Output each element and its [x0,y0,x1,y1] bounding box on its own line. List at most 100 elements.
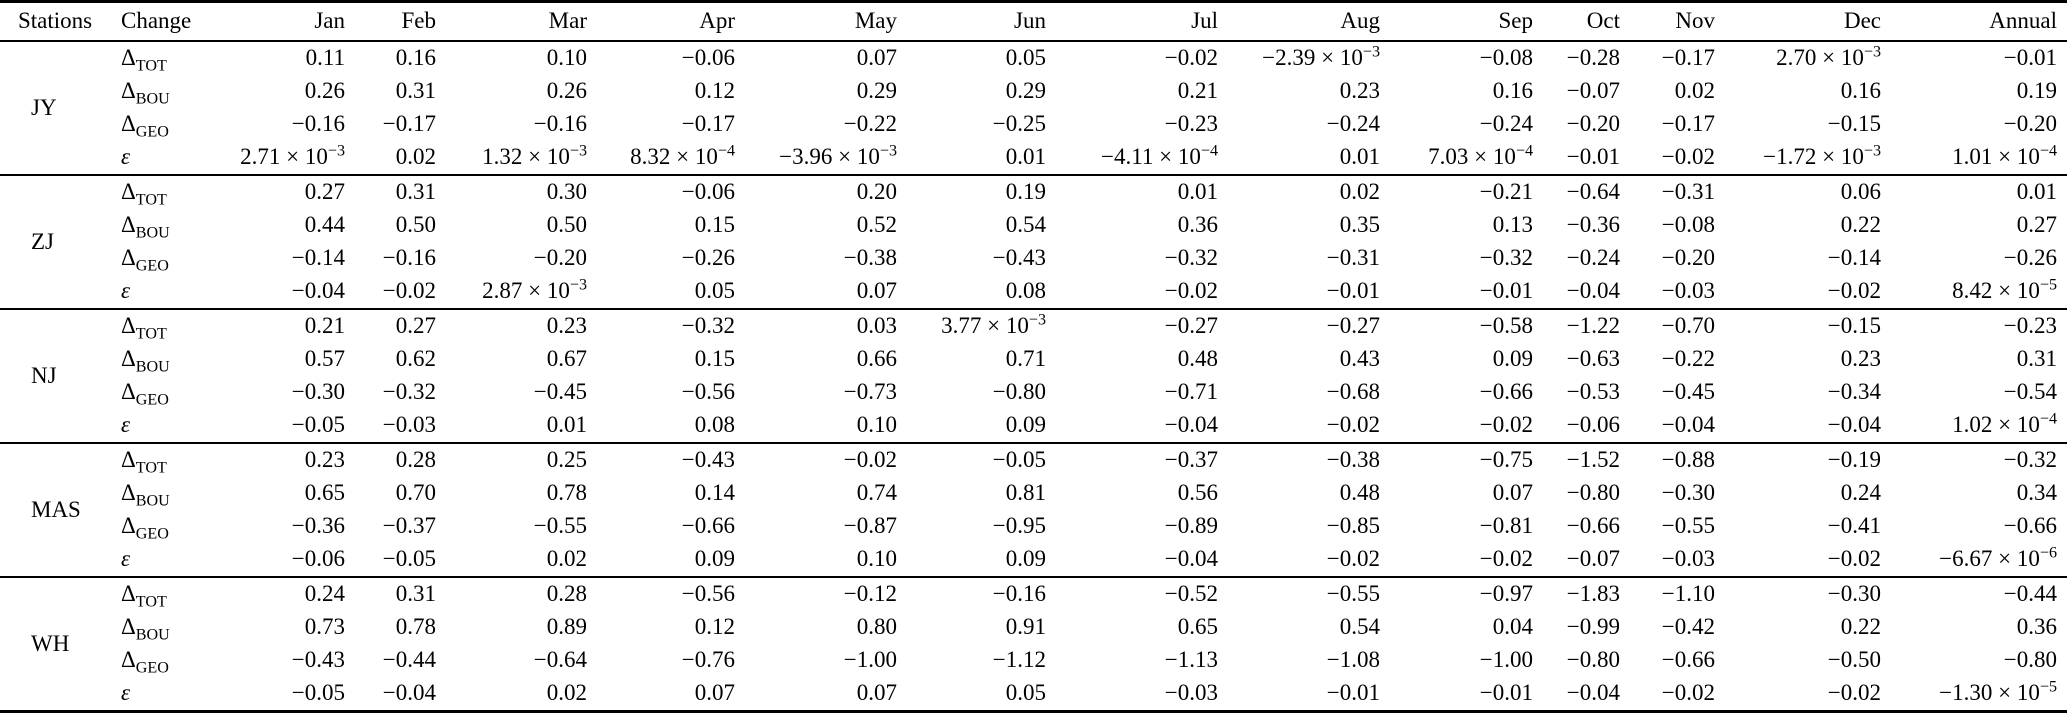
value-cell: 3.77 × 10−3 [941,311,1046,339]
value-cell: 0.02 [546,546,587,572]
value-cell: 0.36 [2016,614,2057,640]
value-cell: 0.54 [1339,614,1380,640]
value-cell: −0.05 [382,546,436,572]
value-cell: −0.63 [1566,346,1620,372]
value-cell: 0.57 [304,346,345,372]
table-row: ε −0.05 −0.04 0.02 0.07 0.07 0.05 −0.03 −0.01 −0.… [0,677,2067,712]
value-cell: −0.44 [382,647,436,673]
station-block-nj: NJ ΔTOT 0.21 0.27 0.23 −0.32 0.03 3.77 × 10−3 −0… [0,309,2067,443]
value-cell: −0.04 [1566,278,1620,304]
value-cell: 0.28 [546,581,587,607]
subscript: GEO [135,391,169,409]
value-cell: 0.05 [1005,45,1046,71]
value-cell: −0.42 [1661,614,1715,640]
value-cell: −0.01 [1479,278,1533,304]
value-cell: 0.09 [1005,412,1046,438]
exponent: −3 [1028,311,1046,329]
value-cell: −3.96 × 10−3 [779,142,897,170]
change-label-epsilon: ε [121,546,131,572]
value-cell: −0.24 [1326,111,1380,137]
value-cell: 0.11 [305,45,345,71]
change-label-delta-geo: ΔGEO [121,379,169,409]
value-cell: −1.30 × 10−5 [1939,678,2057,706]
value-cell: −0.89 [1164,513,1218,539]
value-cell: −0.08 [1479,45,1533,71]
value-cell: −0.85 [1326,513,1380,539]
value-cell: 0.26 [546,78,587,104]
value-cell: −0.06 [681,179,735,205]
value-cell: −0.36 [1566,212,1620,238]
station-block-zj: ZJ ΔTOT 0.27 0.31 0.30 −0.06 0.20 0.19 0.01 0.02 −… [0,175,2067,309]
value-cell: −0.02 [1326,546,1380,572]
value-cell: 0.02 [395,144,436,170]
column-header-mar: Mar [548,8,587,34]
subscript: TOT [135,325,167,343]
value-cell: −1.12 [992,647,1046,673]
value-cell: −1.13 [1164,647,1218,673]
column-header-feb: Feb [401,8,437,34]
change-label-delta-bou: ΔBOU [121,78,170,108]
value-cell: −0.64 [1566,179,1620,205]
value-cell: −0.43 [291,647,345,673]
value-cell: −6.67 × 10−6 [1939,544,2057,572]
value-cell: −0.80 [992,379,1046,405]
value-cell: −0.14 [291,245,345,271]
value-cell: 0.02 [1339,179,1380,205]
value-cell: −0.80 [1566,647,1620,673]
value-cell: −0.16 [291,111,345,137]
value-cell: 0.27 [304,179,345,205]
exponent: −3 [569,276,587,294]
value-cell: 0.06 [1840,179,1881,205]
value-cell: −0.07 [1566,78,1620,104]
value-cell: 0.22 [1840,212,1881,238]
value-cell: −0.01 [1326,680,1380,706]
change-label-delta-geo: ΔGEO [121,647,169,677]
column-header-jun: Jun [1014,8,1046,34]
exponent: −3 [1362,43,1380,61]
value-cell: −0.66 [1566,513,1620,539]
value-cell: −0.32 [1164,245,1218,271]
value-cell: 0.19 [1005,179,1046,205]
value-cell: −0.73 [843,379,897,405]
value-cell: −0.20 [1566,111,1620,137]
value-cell: −0.12 [843,581,897,607]
column-header-may: May [854,8,897,34]
exponent: −4 [2039,410,2057,428]
value-cell: −0.06 [681,45,735,71]
value-cell: 0.01 [1339,144,1380,170]
value-cell: −0.54 [2003,379,2057,405]
value-cell: 0.25 [546,447,587,473]
column-header-annual: Annual [1989,8,2057,34]
subscript: TOT [135,191,167,209]
value-cell: 0.71 [1005,346,1046,372]
value-cell: −0.16 [533,111,587,137]
value-cell: −0.22 [1661,346,1715,372]
value-cell: −0.56 [681,379,735,405]
value-cell: −0.02 [1479,546,1533,572]
column-header-stations: Stations [18,8,93,34]
value-cell: 0.22 [1840,614,1881,640]
exponent: −3 [879,142,897,160]
change-label-delta-bou: ΔBOU [121,480,170,510]
value-cell: −0.23 [1164,111,1218,137]
table-row: ε −0.06 −0.05 0.02 0.09 0.10 0.09 −0.04 −0.02 −0.… [0,543,2067,577]
value-cell: −0.04 [1566,680,1620,706]
value-cell: −0.22 [843,111,897,137]
value-cell: 0.05 [1005,680,1046,706]
change-label-epsilon: ε [121,278,131,304]
value-cell: 0.03 [856,313,897,339]
exponent: −6 [2039,544,2057,562]
change-label-delta-bou: ΔBOU [121,614,170,644]
value-cell: −1.08 [1326,647,1380,673]
exponent: −4 [1200,142,1218,160]
value-cell: 0.09 [1492,346,1533,372]
value-cell: 0.07 [694,680,735,706]
value-cell: −0.02 [1827,680,1881,706]
value-cell: 0.73 [304,614,345,640]
value-cell: 0.09 [694,546,735,572]
value-cell: −0.43 [992,245,1046,271]
value-cell: 0.74 [856,480,897,506]
value-cell: 0.65 [1177,614,1218,640]
value-cell: −0.05 [291,680,345,706]
